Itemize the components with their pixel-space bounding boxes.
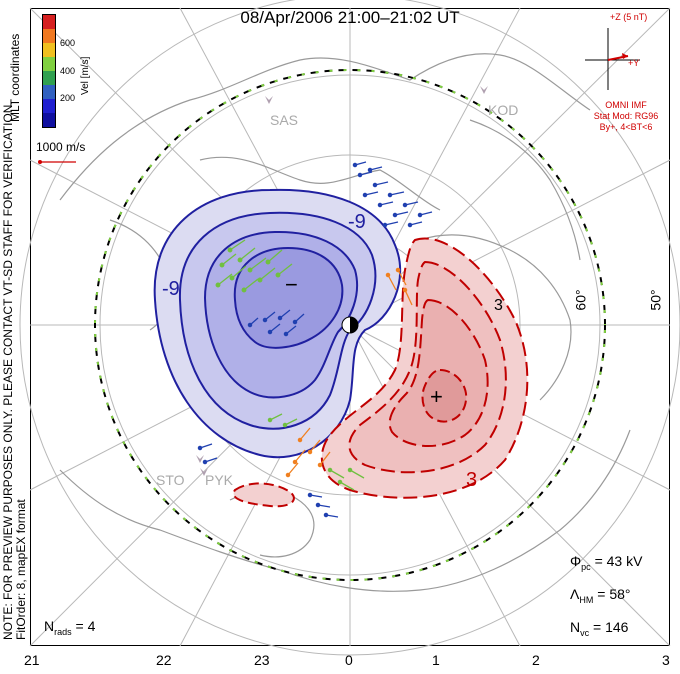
colorbar-tick-400: 400 <box>60 66 76 76</box>
mlt-tick-2: 2 <box>532 652 540 668</box>
side-note: NOTE: FOR PREVIEW PURPOSES ONLY. PLEASE … <box>1 101 28 640</box>
coast-arctic-islands <box>419 234 572 401</box>
neg-center-marker: − <box>285 272 298 297</box>
imf-y-label: +Y <box>628 58 640 68</box>
reference-vector-arrow <box>38 160 76 164</box>
coast-north-america <box>59 53 591 201</box>
site-pyk-marker <box>200 468 208 476</box>
colorbar-tick-600: 600 <box>60 38 76 48</box>
site-sas-marker <box>265 96 273 104</box>
pos-center-marker: + <box>430 384 443 409</box>
lambda-hm-stat: ΛHM = 58° <box>570 585 631 605</box>
negative-potential-cell: -9 -9 − <box>153 188 402 459</box>
colorbar-swatch <box>43 57 55 71</box>
mlt-tick-21: 21 <box>24 652 40 668</box>
imf-z-label: +Z (5 nT) <box>610 12 648 22</box>
neg-contour-label: -9 <box>162 278 180 300</box>
pos-contour-label-2: 3 <box>494 297 503 314</box>
colorbar-swatch <box>43 99 55 113</box>
colorbar-swatch <box>43 71 55 85</box>
pos-contour-label: 3 <box>466 469 477 491</box>
coordinates-label: MLT coordinates <box>8 33 22 122</box>
site-sto-marker <box>196 455 204 463</box>
coast-eurasia <box>59 429 631 592</box>
mlt-tick-3: 3 <box>662 652 670 668</box>
imf-source: OMNI IMF <box>605 100 647 110</box>
coast-siberia <box>469 119 581 261</box>
colorbar-swatch <box>43 29 55 43</box>
station-kod-label: KOD <box>488 102 519 118</box>
map-title: 08/Apr/2006 21:00–21:02 UT <box>240 8 460 27</box>
latitude-label-50: 50° <box>647 289 664 311</box>
imf-model: Stat Mod: RG96 <box>593 111 659 121</box>
colorbar-swatch <box>43 15 55 29</box>
imf-info: OMNI IMF Stat Mod: RG96 By+, 4<BT<6 <box>580 100 672 133</box>
map-statistics: Φpc = 43 kV ΛHM = 58° Nvc = 146 <box>570 553 642 651</box>
latitude-label-60: 60° <box>572 289 589 311</box>
velocity-vectors <box>197 161 433 518</box>
pole-marker <box>341 316 359 334</box>
colorbar-swatch <box>43 85 55 99</box>
mlt-tick-22: 22 <box>156 652 172 668</box>
pos-contour-small <box>232 482 295 508</box>
vectors-dawn-green <box>267 413 365 491</box>
site-kod-marker <box>480 86 488 94</box>
station-sto-label: STO <box>156 472 185 488</box>
n-vc-stat: Nvc = 146 <box>570 618 629 638</box>
vectors-dusk-blue <box>247 309 305 337</box>
mlt-tick-23: 23 <box>254 652 270 668</box>
vectors-dusk-green <box>215 239 293 293</box>
vectors-throat-orange <box>285 267 413 478</box>
velocity-colorbar <box>42 14 56 128</box>
neg-contour-4 <box>233 246 344 349</box>
colorbar-tick-200: 200 <box>60 93 76 103</box>
station-sas-label: SAS <box>270 112 299 128</box>
pos-contour-4 <box>421 368 468 423</box>
coast-greenland <box>199 156 441 211</box>
vectors-south-blue <box>197 443 339 518</box>
n-rads-stat: Nrads = 4 <box>44 618 96 637</box>
colorbar-swatch <box>43 113 55 127</box>
mlt-tick-0: 0 <box>345 652 353 668</box>
radar-sites <box>196 86 488 476</box>
imf-indicator <box>585 28 640 90</box>
vectors-north-blue <box>352 161 433 228</box>
colorbar-label: Vel [m/s] <box>80 56 91 95</box>
mlt-tick-1: 1 <box>432 652 440 668</box>
colorbar-swatch <box>43 43 55 57</box>
reference-vector-label: 1000 m/s <box>36 140 86 154</box>
fit-order-note: FitOrder: 8, mapEX format <box>14 499 28 640</box>
phi-pc-stat: Φpc = 43 kV <box>570 553 643 572</box>
imf-condition: By+, 4<BT<6 <box>599 122 653 132</box>
grid-circle-50 <box>19 0 680 656</box>
station-pyk-label: PYK <box>205 472 234 488</box>
positive-potential-cell: + 3 3 <box>232 237 529 508</box>
heppner-maynard-boundary-green <box>94 69 606 581</box>
neg-contour-label-2: -9 <box>348 211 366 233</box>
